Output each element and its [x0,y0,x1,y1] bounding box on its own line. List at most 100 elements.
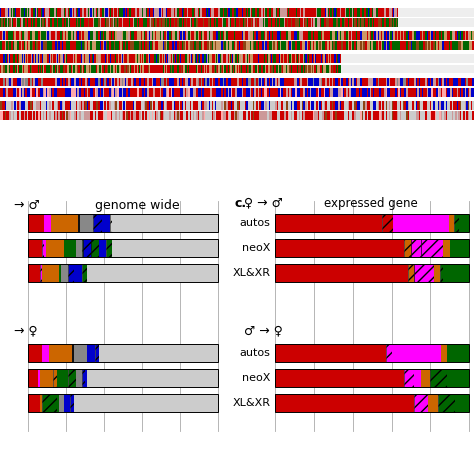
Bar [349,78,351,86]
Text: ♂ → ♀: ♂ → ♀ [244,325,283,338]
Bar [146,65,147,73]
Bar [56,8,57,17]
Bar [84,41,85,50]
Bar [392,18,393,27]
Bar [191,101,193,110]
Bar [219,88,221,97]
Bar [465,101,466,110]
Bar [330,18,332,27]
Bar [74,394,218,412]
Bar [251,78,253,86]
Bar [278,31,280,40]
Bar [88,55,89,63]
Bar [6,88,8,97]
Bar [62,111,63,120]
Bar [315,18,316,27]
Bar [189,55,190,63]
Bar [390,41,392,50]
Bar [58,41,60,50]
Bar [49,41,51,50]
Bar [95,101,96,110]
Bar [253,31,255,40]
Bar [224,18,226,27]
Bar [51,55,52,63]
Bar [82,239,83,257]
Bar [60,31,62,40]
Bar [125,101,127,110]
Bar [3,55,5,63]
Bar [349,41,351,50]
Bar [324,31,326,40]
Bar [292,55,293,63]
Bar [77,88,79,97]
Bar [0,111,1,120]
Bar [20,88,22,97]
Bar [6,101,8,110]
Bar [101,31,103,40]
Bar [215,8,216,17]
Bar [62,31,63,40]
Bar [58,8,60,17]
Bar [397,78,398,86]
Bar [319,101,321,110]
Bar [99,65,100,73]
Bar [268,8,269,17]
Bar [105,55,106,63]
Bar [144,88,146,97]
Bar [319,88,321,97]
Bar [389,41,390,50]
Bar [74,344,87,362]
Bar [259,41,261,50]
Bar [36,65,37,73]
Bar [128,31,129,40]
Bar [300,31,302,40]
Bar [215,55,216,63]
Bar [207,55,208,63]
Bar [133,31,134,40]
Bar [150,78,152,86]
Bar [351,31,352,40]
Bar [186,101,188,110]
Bar [141,65,142,73]
Bar [210,31,212,40]
Bar [390,88,392,97]
Bar [283,55,284,63]
Bar [33,41,35,50]
Bar [397,101,398,110]
Bar [398,111,400,120]
Bar [384,31,385,40]
Bar [82,111,84,120]
Bar [167,111,169,120]
Bar [118,41,120,50]
Bar [28,18,29,27]
Bar [280,88,281,97]
Bar [142,55,143,63]
Bar [16,8,17,17]
Bar [295,65,296,73]
Bar [22,111,24,120]
Bar [371,88,373,97]
Bar [58,88,60,97]
Bar [419,78,420,86]
Bar [73,111,74,120]
Bar [261,41,262,50]
Bar [171,111,172,120]
Bar [136,55,137,63]
Bar [137,18,138,27]
Bar [59,65,60,73]
Bar [174,101,175,110]
Bar [452,31,454,40]
Bar [27,55,28,63]
Bar [366,31,368,40]
Bar [84,101,85,110]
Bar [123,55,124,63]
Bar [6,55,7,63]
Bar [1,41,3,50]
Bar [227,55,228,63]
Bar [38,8,40,17]
Bar [354,88,356,97]
Bar [289,88,291,97]
Bar [239,18,240,27]
Bar [275,369,469,387]
Bar [473,31,474,40]
